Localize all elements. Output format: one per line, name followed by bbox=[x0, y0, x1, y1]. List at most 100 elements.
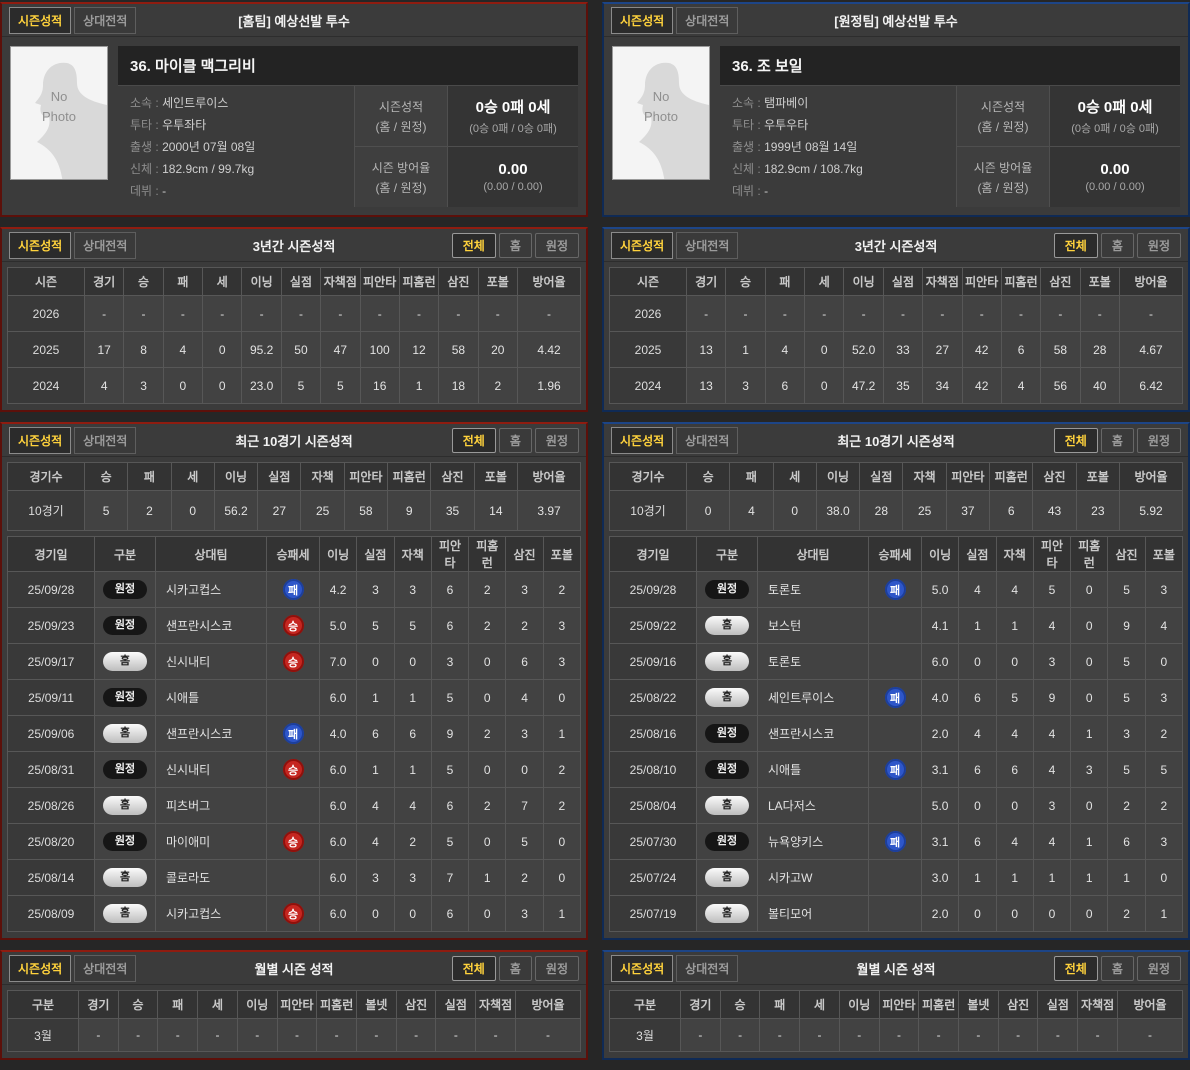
opponent-team-cell: 시카고컵스 bbox=[155, 895, 267, 932]
stat-cell: 9 bbox=[387, 490, 432, 531]
opponent-team-cell: 뉴욕양키스 bbox=[757, 823, 869, 860]
filter-away[interactable]: 원정 bbox=[534, 427, 579, 453]
table-row: 3월 - - - - - - - - - - - - bbox=[7, 1018, 581, 1052]
stat-cell: 2 bbox=[468, 715, 507, 752]
filter-all[interactable]: 전체 bbox=[1053, 955, 1098, 981]
filter-away[interactable]: 원정 bbox=[1136, 955, 1181, 981]
column-header: 세 bbox=[804, 267, 845, 296]
monthly-table: 구분 경기 승 패 세 이닝 피안타 피홈런 볼넷 삼진 실점 자책점 방어율 3월 - - - - - - - - - - -… bbox=[609, 990, 1183, 1052]
game-date-cell: 25/09/28 bbox=[7, 571, 95, 608]
stat-cell: 95.2 bbox=[241, 331, 282, 368]
game-row: 25/08/26 홈 피츠버그 6.0 4 4 6 2 7 2 bbox=[7, 787, 582, 824]
filter-away[interactable]: 원정 bbox=[534, 232, 579, 258]
label-line: (홈 / 원정) bbox=[977, 180, 1029, 195]
filter-away[interactable]: 원정 bbox=[534, 955, 579, 981]
tab-head-to-head[interactable]: 상대전적 bbox=[74, 6, 137, 34]
column-header: 자책 bbox=[902, 462, 947, 491]
stat-cell: 1 bbox=[995, 859, 1034, 896]
stat-cell: 1 bbox=[393, 751, 432, 788]
tab-season-stats[interactable]: 시즌성적 bbox=[611, 426, 674, 454]
column-header: 경기일 bbox=[7, 536, 95, 572]
tab-head-to-head[interactable]: 상대전적 bbox=[74, 426, 137, 454]
tab-season-stats[interactable]: 시즌성적 bbox=[9, 231, 72, 259]
stat-cell: 58 bbox=[343, 490, 389, 531]
stat-cell: 0 bbox=[468, 643, 507, 680]
home-venue-badge: 홈 bbox=[705, 652, 749, 671]
column-header: 삼진 bbox=[505, 536, 544, 572]
tab-head-to-head[interactable]: 상대전적 bbox=[676, 426, 739, 454]
venue-cell: 홈 bbox=[696, 895, 758, 932]
column-header: 자책점 bbox=[320, 267, 361, 296]
info-value: 탬파베이 bbox=[764, 96, 809, 110]
stat-cell: 6 bbox=[430, 571, 470, 608]
tab-season-stats[interactable]: 시즌성적 bbox=[611, 6, 674, 34]
venue-cell: 원정 bbox=[94, 751, 156, 788]
stat-cell: 4 bbox=[995, 715, 1034, 752]
stat-cell: 3.0 bbox=[920, 859, 960, 896]
venue-cell: 홈 bbox=[696, 859, 758, 896]
tab-season-stats[interactable]: 시즌성적 bbox=[9, 426, 72, 454]
tab-head-to-head[interactable]: 상대전적 bbox=[676, 231, 739, 259]
stat-cell: 6 bbox=[958, 751, 997, 788]
record-sub: (0승 0패 / 0승 0패) bbox=[469, 123, 557, 135]
stat-cell: 3 bbox=[1144, 679, 1184, 716]
tab-head-to-head[interactable]: 상대전적 bbox=[676, 954, 739, 982]
tab-season-stats[interactable]: 시즌성적 bbox=[9, 6, 72, 34]
game-date-cell: 25/07/19 bbox=[609, 895, 697, 932]
stat-cell: 25 bbox=[300, 490, 345, 531]
filter-all[interactable]: 전체 bbox=[451, 427, 496, 453]
stat-cell: 2 bbox=[1144, 787, 1184, 824]
filter-home[interactable]: 홈 bbox=[498, 427, 532, 453]
filter-all[interactable]: 전체 bbox=[1053, 232, 1098, 258]
info-row-birth: 출생 : 2000년 07월 08일 bbox=[130, 138, 342, 155]
tab-head-to-head[interactable]: 상대전적 bbox=[74, 954, 137, 982]
filter-group: 전체 홈 원정 bbox=[451, 232, 579, 258]
filter-home[interactable]: 홈 bbox=[498, 955, 532, 981]
table-row: 2026- - - - - - - - - - - - bbox=[609, 295, 1183, 332]
filter-home[interactable]: 홈 bbox=[1100, 232, 1134, 258]
column-header: 구분 bbox=[609, 990, 681, 1019]
stat-cell: 2 bbox=[1107, 787, 1146, 824]
filter-all[interactable]: 전체 bbox=[1053, 427, 1098, 453]
stat-cell: 27 bbox=[257, 490, 302, 531]
stat-cell: 16 bbox=[359, 367, 400, 404]
section-body: 경기수 승 패 세 이닝 실점 자책 피안타 피홈런 삼진 포볼 방어율 10경기 0 4 0 38.0 28 25… bbox=[604, 457, 1188, 531]
stat-cell: 2 bbox=[542, 787, 582, 824]
table-row: 2024 4 3 0 0 23.0 5 5 16 1 18 2 1.96 bbox=[7, 367, 581, 404]
column-header: 포볼 bbox=[477, 267, 519, 296]
column-header: 실점 bbox=[356, 536, 395, 572]
away-venue-badge: 원정 bbox=[705, 724, 749, 743]
column-header: 실점 bbox=[1037, 990, 1079, 1019]
column-header: 경기 bbox=[685, 267, 727, 296]
season-stats-box: 시즌성적 (홈 / 원정) 0승 0패 0세 (0승 0패 / 0승 0패) bbox=[956, 86, 1180, 207]
opponent-team-cell: 시카고W bbox=[757, 859, 869, 896]
filter-away[interactable]: 원정 bbox=[1136, 232, 1181, 258]
game-row: 25/09/22 홈 보스턴 4.1 1 1 4 0 9 4 bbox=[609, 607, 1184, 644]
stat-cell: 2 bbox=[505, 859, 544, 896]
stat-cell: 20 bbox=[477, 331, 519, 368]
no-photo-label: No Photo bbox=[42, 89, 76, 125]
win-badge: 승 bbox=[282, 615, 304, 636]
result-cell: 승 bbox=[266, 895, 320, 932]
filter-all[interactable]: 전체 bbox=[451, 955, 496, 981]
season-era-value: 0.00 (0.00 / 0.00) bbox=[1050, 147, 1180, 207]
tab-season-stats[interactable]: 시즌성적 bbox=[611, 231, 674, 259]
filter-home[interactable]: 홈 bbox=[1100, 427, 1134, 453]
column-header: 경기일 bbox=[609, 536, 697, 572]
loss-badge: 패 bbox=[282, 723, 304, 744]
tab-head-to-head[interactable]: 상대전적 bbox=[676, 6, 739, 34]
tab-season-stats[interactable]: 시즌성적 bbox=[611, 954, 674, 982]
column-header: 삼진 bbox=[1107, 536, 1146, 572]
stat-cell: 6 bbox=[356, 715, 395, 752]
filter-home[interactable]: 홈 bbox=[498, 232, 532, 258]
tab-group: 시즌성적 상대전적 bbox=[611, 954, 739, 982]
tab-season-stats[interactable]: 시즌성적 bbox=[9, 954, 72, 982]
column-header: 이닝 bbox=[318, 536, 358, 572]
stat-cell: - bbox=[1077, 1018, 1118, 1052]
tab-head-to-head[interactable]: 상대전적 bbox=[74, 231, 137, 259]
filter-home[interactable]: 홈 bbox=[1100, 955, 1134, 981]
filter-all[interactable]: 전체 bbox=[451, 232, 496, 258]
home-venue-badge: 홈 bbox=[103, 724, 147, 743]
filter-away[interactable]: 원정 bbox=[1136, 427, 1181, 453]
stat-cell: 3 bbox=[393, 571, 432, 608]
